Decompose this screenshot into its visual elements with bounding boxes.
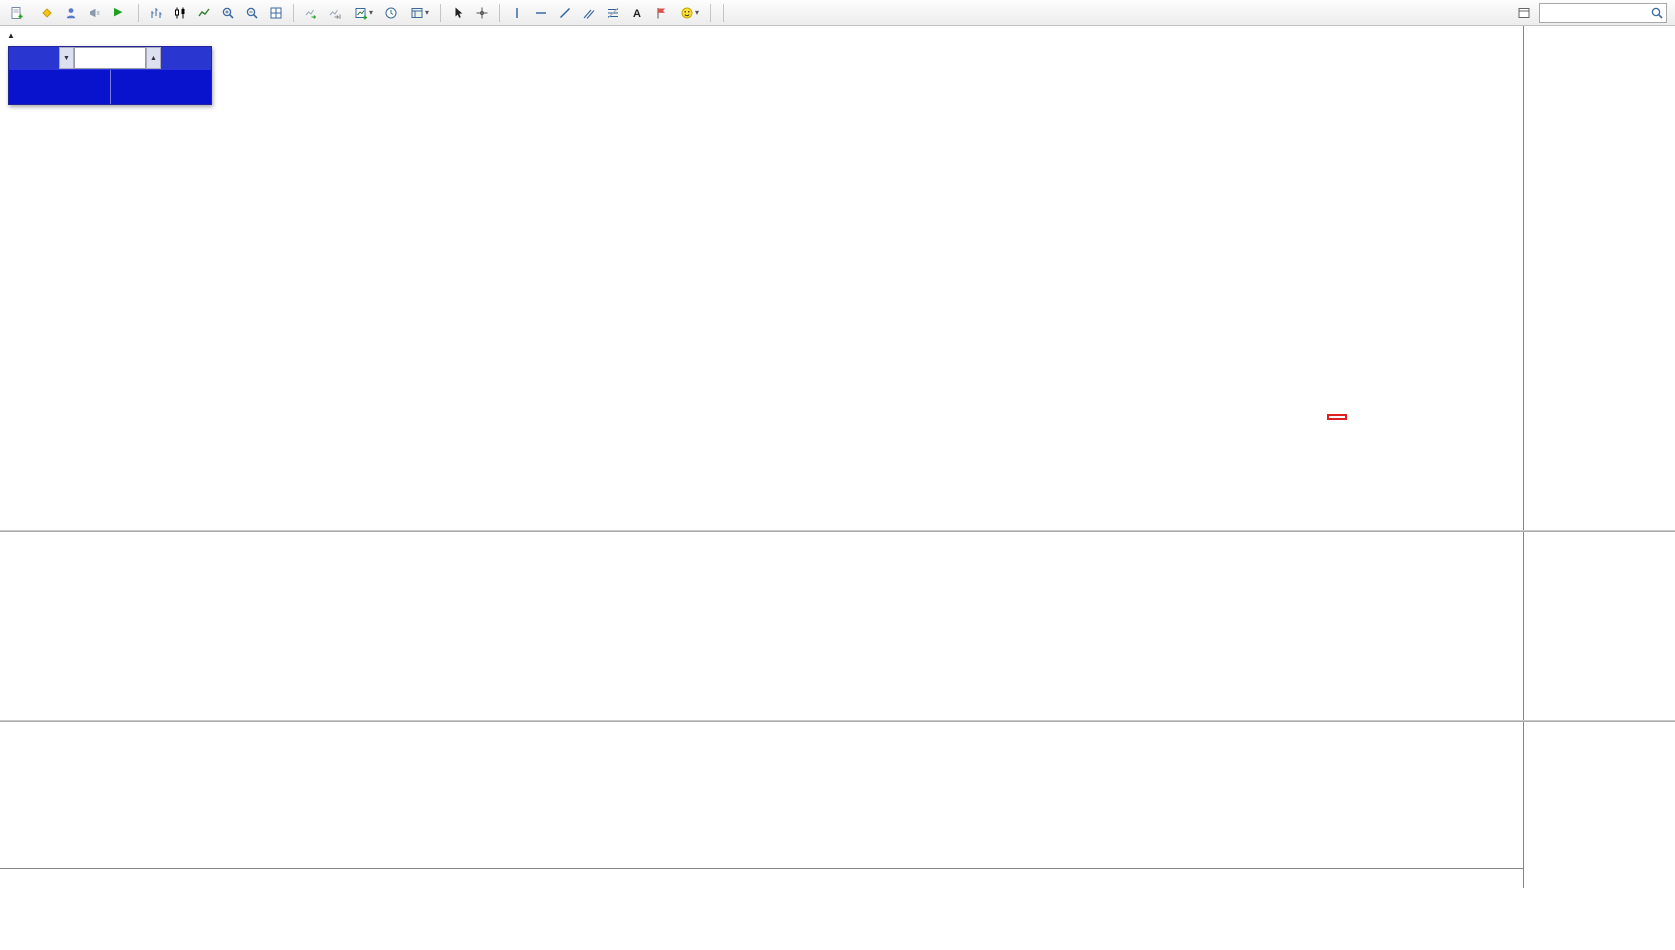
sell-button[interactable] bbox=[9, 47, 59, 69]
main-toolbar: ▶ ▾ ▾ A ▾ bbox=[0, 0, 1675, 26]
chevron-down-icon: ▾ bbox=[694, 8, 699, 17]
new-order-icon bbox=[11, 6, 23, 19]
one-click-trading-panel: ▼ ▲ bbox=[8, 46, 212, 105]
zoom-in-icon[interactable] bbox=[217, 3, 239, 23]
auto-scroll-icon[interactable] bbox=[300, 3, 322, 23]
chart-shift-icon[interactable] bbox=[324, 3, 346, 23]
cursor-icon[interactable] bbox=[447, 3, 469, 23]
line-chart-icon[interactable] bbox=[193, 3, 215, 23]
search-icon[interactable] bbox=[1650, 6, 1664, 20]
search-box[interactable] bbox=[1539, 2, 1667, 23]
toolbar-separator bbox=[138, 3, 140, 22]
vertical-line-icon[interactable] bbox=[506, 3, 528, 23]
crosshair-icon[interactable] bbox=[471, 3, 493, 23]
bar-chart-icon[interactable] bbox=[145, 3, 167, 23]
fibonacci-icon[interactable] bbox=[602, 3, 624, 23]
toolbar-right-group bbox=[1513, 2, 1671, 23]
volume-input[interactable] bbox=[74, 47, 146, 69]
toolbar-separator bbox=[499, 3, 501, 22]
profile-icon[interactable] bbox=[60, 3, 82, 23]
buy-button[interactable] bbox=[161, 47, 211, 69]
bottom-filler bbox=[0, 888, 1675, 950]
toolbar-separator bbox=[723, 3, 725, 22]
new-order-button[interactable] bbox=[4, 2, 34, 24]
svg-text:A: A bbox=[633, 8, 641, 20]
equidistant-channel-icon[interactable] bbox=[578, 3, 600, 23]
charm-icon[interactable] bbox=[36, 3, 58, 23]
volume-up-button[interactable]: ▲ bbox=[146, 47, 161, 69]
sell-price[interactable] bbox=[9, 70, 110, 104]
templates-icon[interactable]: ▾ bbox=[404, 3, 434, 23]
tile-windows-icon[interactable] bbox=[265, 3, 287, 23]
price-flag-box[interactable] bbox=[1327, 414, 1347, 420]
time-axis[interactable] bbox=[0, 868, 1523, 889]
chevron-down-icon: ▾ bbox=[368, 8, 373, 17]
horizontal-line-icon[interactable] bbox=[530, 3, 552, 23]
arrow-shapes-icon[interactable]: ▾ bbox=[674, 3, 704, 23]
toolbar-separator bbox=[710, 3, 712, 22]
zoom-out-icon[interactable] bbox=[241, 3, 263, 23]
periods-clock-icon[interactable] bbox=[380, 3, 402, 23]
panel-splitter[interactable] bbox=[0, 720, 1675, 722]
toolbar-separator bbox=[440, 3, 442, 22]
chevron-down-icon: ▾ bbox=[424, 8, 429, 17]
rsi-canvas[interactable] bbox=[0, 722, 1523, 868]
text-label-icon[interactable] bbox=[650, 3, 672, 23]
price-axis[interactable] bbox=[1523, 26, 1675, 888]
window-layout-icon[interactable] bbox=[1513, 3, 1535, 23]
panel-splitter[interactable] bbox=[0, 530, 1675, 532]
price-chart-canvas[interactable] bbox=[0, 26, 1523, 530]
one-click-collapse-arrow-icon[interactable]: ▲ bbox=[7, 31, 15, 40]
auto-trading-play-icon: ▶ bbox=[114, 6, 123, 18]
new-chart-icon[interactable]: ▾ bbox=[348, 3, 378, 23]
auto-trading-button[interactable]: ▶ bbox=[108, 2, 132, 24]
macd-canvas[interactable] bbox=[0, 532, 1523, 720]
macd-header bbox=[6, 536, 18, 548]
volume-down-button[interactable]: ▼ bbox=[59, 47, 74, 69]
text-icon[interactable]: A bbox=[626, 3, 648, 23]
buy-price[interactable] bbox=[109, 70, 212, 104]
rsi-header bbox=[6, 726, 12, 738]
megaphone-icon[interactable] bbox=[84, 3, 106, 23]
search-input[interactable] bbox=[1542, 4, 1650, 21]
toolbar-separator bbox=[293, 3, 295, 22]
trendline-icon[interactable] bbox=[554, 3, 576, 23]
candlestick-chart-icon[interactable] bbox=[169, 3, 191, 23]
